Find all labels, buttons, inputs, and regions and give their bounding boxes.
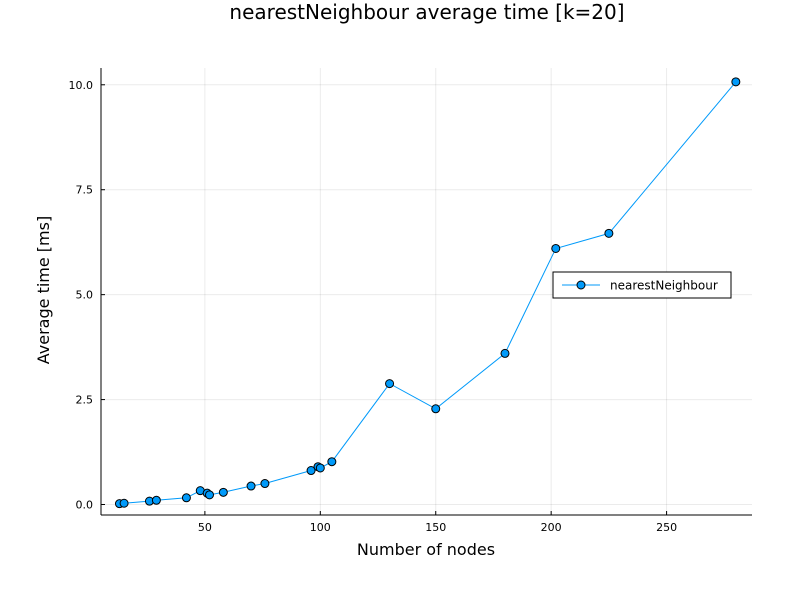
data-point (218, 487, 228, 497)
x-axis-label: Number of nodes (357, 540, 495, 559)
data-point (551, 243, 561, 253)
legend-marker (576, 280, 586, 290)
x-tick-label: 50 (198, 521, 212, 534)
data-point (604, 228, 614, 238)
axes (100, 68, 752, 516)
data-point (315, 463, 325, 473)
x-tick-label: 250 (656, 521, 677, 534)
data-point (500, 348, 510, 358)
x-tick-label: 150 (425, 521, 446, 534)
y-tick-label: 7.5 (76, 184, 94, 197)
y-tick-label: 2.5 (76, 394, 94, 407)
y-tick-label: 5.0 (76, 289, 94, 302)
data-point (731, 77, 741, 87)
y-axis-label: Average time [ms] (34, 216, 53, 364)
data-point (151, 495, 161, 505)
data-point (119, 498, 129, 508)
y-ticks: 0.0 2.5 5.0 7.5 10.0 (69, 79, 105, 512)
y-tick-label: 10.0 (69, 79, 94, 92)
data-point (327, 457, 337, 467)
series-group (114, 77, 741, 509)
data-point (246, 481, 256, 491)
x-tick-label: 200 (541, 521, 562, 534)
data-point (205, 490, 214, 500)
data-point (385, 379, 395, 389)
data-point (181, 493, 191, 503)
data-point (306, 466, 316, 476)
x-tick-label: 100 (310, 521, 331, 534)
y-tick-label: 0.0 (76, 499, 94, 512)
data-point (431, 404, 441, 414)
data-point (260, 479, 270, 489)
chart-title: nearestNeighbour average time [k=20] (229, 0, 624, 24)
x-ticks: 50 100 150 200 250 (198, 511, 677, 534)
legend: nearestNeighbour (552, 271, 732, 299)
legend-label: nearestNeighbour (610, 279, 718, 293)
